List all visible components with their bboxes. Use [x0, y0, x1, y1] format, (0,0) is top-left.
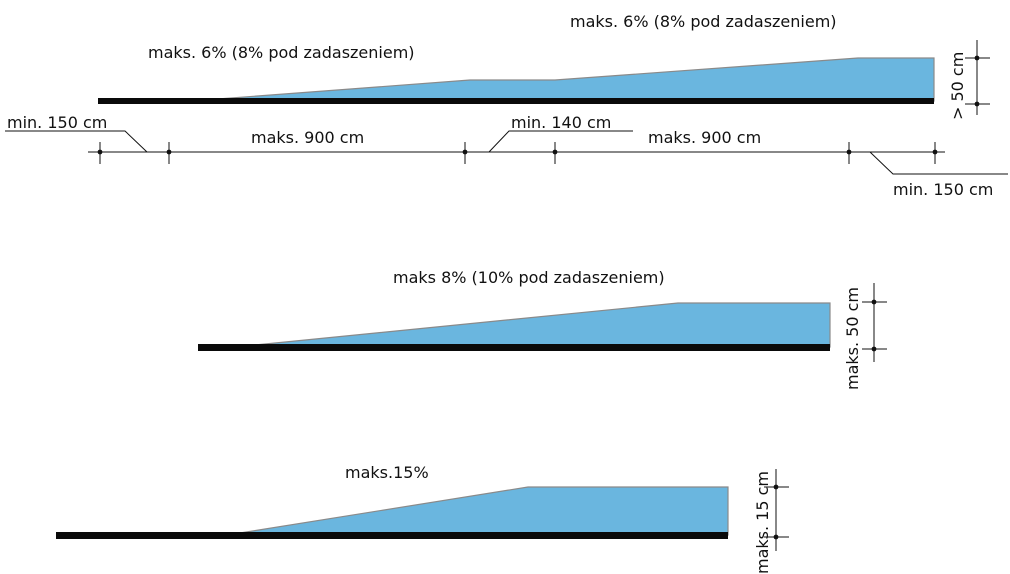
two-run-ramp-length-dimension: min. 150 cm maks. 900 cm min. 140 cm mak…	[5, 113, 1008, 199]
dim-landing-end-label: min. 150 cm	[893, 180, 993, 199]
dim-run-first-label: maks. 900 cm	[251, 128, 364, 147]
dim-landing-middle-label: min. 140 cm	[511, 113, 611, 132]
two-run-ramp-floor	[98, 98, 934, 104]
leader-landing-middle	[488, 130, 633, 153]
short-ramp-height-dimension: maks. 15 cm	[753, 469, 789, 574]
two-run-ramp-body	[217, 57, 935, 102]
two-run-ramp-height-dimension: > 50 cm	[948, 40, 990, 120]
two-run-ramp: maks. 6% (8% pod zadaszeniem) maks. 6% (…	[5, 12, 1008, 199]
dim-run-second-label: maks. 900 cm	[648, 128, 761, 147]
dim-landing-start-label: min. 150 cm	[7, 113, 107, 132]
short-ramp: maks.15% maks. 15 cm	[56, 463, 789, 574]
single-run-ramp-height-dimension: maks. 50 cm	[843, 283, 887, 390]
single-run-ramp-height-label: maks. 50 cm	[843, 287, 862, 390]
two-run-ramp-height-label: > 50 cm	[948, 52, 967, 120]
leader-landing-start	[5, 130, 148, 153]
single-run-ramp-body	[254, 302, 831, 348]
short-ramp-slope-label: maks.15%	[345, 463, 429, 482]
two-run-ramp-slope-label-second: maks. 6% (8% pod zadaszeniem)	[570, 12, 837, 31]
short-ramp-body	[239, 486, 729, 536]
short-ramp-height-label: maks. 15 cm	[753, 471, 772, 574]
single-run-ramp-floor	[198, 344, 830, 351]
single-run-ramp: maks 8% (10% pod zadaszeniem) maks. 50 c…	[198, 268, 887, 390]
two-run-ramp-slope-label-first: maks. 6% (8% pod zadaszeniem)	[148, 43, 415, 62]
short-ramp-floor	[56, 532, 728, 539]
single-run-ramp-slope-label: maks 8% (10% pod zadaszeniem)	[393, 268, 665, 287]
leader-landing-end	[869, 151, 1008, 175]
